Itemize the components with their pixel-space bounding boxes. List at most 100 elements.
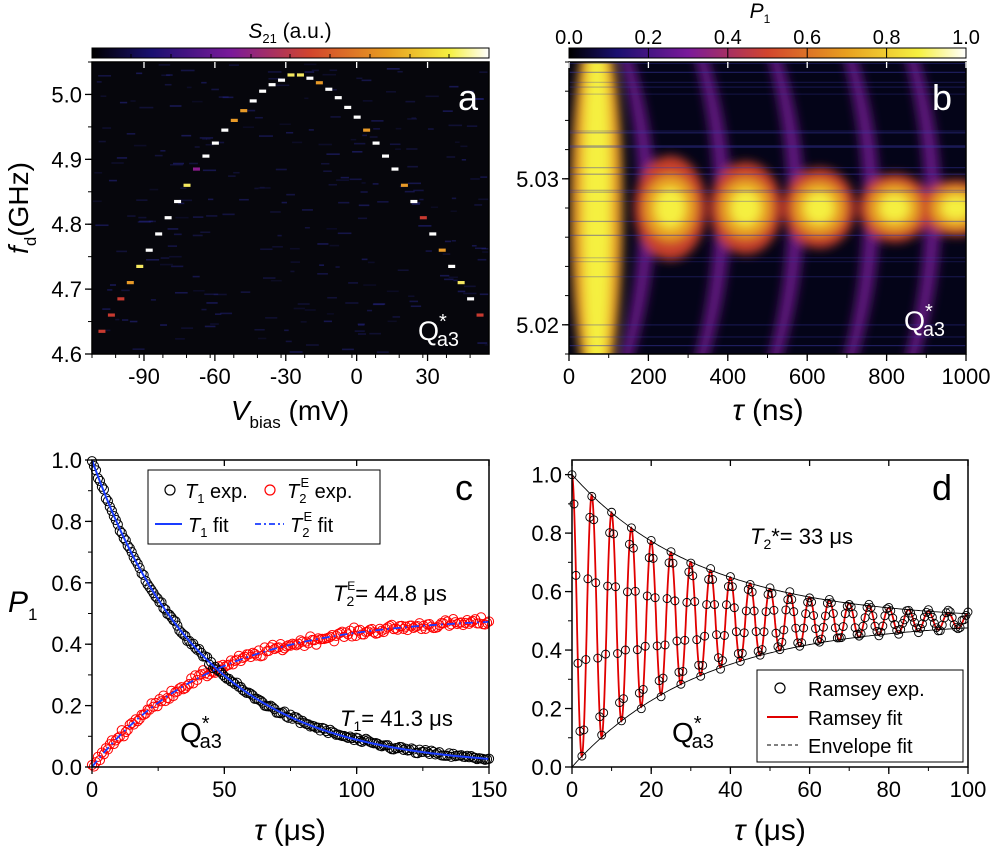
ramsey-point (644, 553, 654, 563)
noise-speck (446, 156, 456, 158)
resonance-mark (164, 216, 172, 220)
ramsey-point (611, 582, 621, 592)
panel-a: S21 (a.u.) -90 -60 -30 0 30 4.6 4.7 4.8 4.9 5.0 a… (3, 20, 490, 432)
ramsey-point (583, 574, 593, 584)
noise-speck (205, 143, 214, 146)
noise-speck (304, 226, 310, 229)
t1-point (126, 546, 137, 558)
y-tick-label: 4.9 (51, 147, 82, 172)
noise-speck (350, 138, 357, 141)
noise-speck (404, 190, 415, 193)
ramsey-point (809, 611, 819, 620)
noise-speck (201, 81, 207, 84)
t1-point (287, 713, 298, 724)
noise-speck (367, 309, 373, 312)
noise-speck (259, 186, 265, 189)
x-tick-label: 1000 (942, 364, 991, 389)
noise-speck (130, 100, 136, 102)
resonance-mark (126, 281, 134, 285)
noise-speck (262, 277, 276, 279)
resonance-mark (429, 232, 437, 236)
ramsey-point (630, 586, 640, 596)
panel-a-frame (91, 61, 490, 355)
t2e-point (481, 617, 493, 628)
panel-c-ylabel: P1 (8, 586, 37, 624)
resonance-mark (192, 167, 200, 171)
ramsey-point (803, 597, 813, 607)
noise-speck (482, 251, 489, 253)
panel-d-annotation: T2*= 33 μs (750, 524, 853, 552)
t1-point (217, 669, 229, 680)
rabi-fringe-arc (906, 62, 942, 354)
panel-d: 0 20 40 60 80 100 0.0 0.2 0.4 0.6 0.8 1.0 T2*= 33 μ… (531, 459, 986, 847)
noise-speck (460, 145, 468, 148)
resonance-mark (419, 216, 427, 220)
resonance-mark (107, 313, 115, 317)
ramsey-point (807, 597, 817, 607)
x-tick-label: 0 (566, 777, 578, 802)
noise-speck (461, 158, 467, 161)
ramsey-point (723, 582, 733, 591)
noise-speck (149, 188, 159, 191)
panel-d-xlabel: τ (μs) (734, 814, 806, 847)
t1-fit-line (91, 459, 490, 760)
y-tick-label: 5.03 (516, 167, 559, 192)
noise-speck (425, 95, 439, 98)
noise-speck (444, 278, 454, 281)
t2e-point (200, 668, 211, 679)
noise-speck (387, 320, 397, 323)
resonance-mark (268, 83, 276, 87)
t1-point (162, 608, 173, 619)
panel-a-axes: -90 -60 -30 0 30 4.6 4.7 4.8 4.9 5.0 (51, 61, 471, 389)
noise-speck (178, 202, 185, 205)
resonance-mark (211, 141, 219, 145)
ramsey-point (927, 612, 937, 622)
panel-c-t1-annotation: T1= 41.3 μs (340, 706, 453, 734)
noise-speck (358, 204, 370, 207)
t2e-point (156, 696, 167, 707)
noise-speck (357, 323, 365, 326)
ramsey-point (862, 602, 872, 612)
ramsey-point (725, 572, 735, 582)
noise-line (569, 345, 966, 347)
noise-speck (479, 71, 488, 73)
noise-speck (442, 253, 451, 255)
noise-speck (116, 157, 128, 159)
x-tick-label: 0 (86, 777, 98, 802)
noise-speck (317, 273, 328, 275)
t1-point (204, 659, 215, 670)
ramsey-point (599, 708, 609, 718)
ramsey-point (868, 611, 878, 621)
ramsey-point (896, 625, 906, 634)
noise-speck (362, 100, 373, 102)
noise-speck (373, 303, 386, 305)
ramsey-point (587, 491, 597, 501)
t2e-point (102, 744, 113, 755)
noise-speck (160, 257, 170, 259)
x-tick-label: 40 (718, 777, 742, 802)
noise-speck (471, 244, 477, 247)
ramsey-point (638, 684, 648, 694)
panel-b-qubit-label: Q* a3 (904, 301, 945, 341)
t1-point (142, 579, 153, 590)
noise-speck (419, 198, 424, 201)
noise-speck (340, 176, 349, 179)
ramsey-point (852, 629, 862, 639)
ramsey-point (759, 627, 769, 637)
ramsey-point (577, 751, 587, 761)
noise-speck (166, 74, 173, 76)
noise-speck (472, 98, 484, 100)
legend-t1-exp: T1 exp. (185, 481, 248, 506)
noise-speck (276, 84, 290, 87)
y-tick-label: 4.8 (51, 212, 82, 237)
resonance-mark (400, 183, 408, 187)
resonance-mark (136, 264, 144, 268)
noise-speck (407, 165, 418, 168)
noise-speck (207, 198, 214, 201)
y-tick-label: 0.0 (531, 755, 562, 780)
ramsey-point (921, 607, 931, 617)
ramsey-point (789, 607, 799, 617)
rabi-fringe-arc (769, 62, 805, 354)
rabi-fringe-core (655, 188, 686, 228)
colorbar-tick-label: 1.0 (952, 27, 980, 49)
